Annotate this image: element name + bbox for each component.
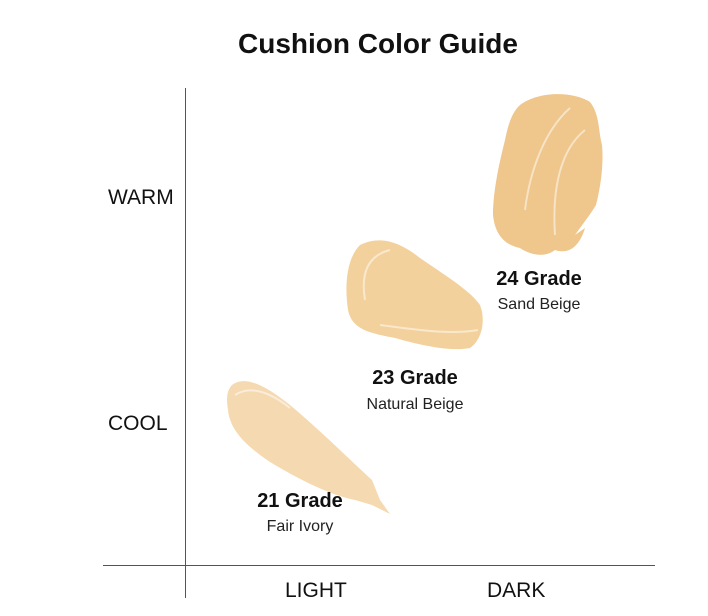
swatch-texture [524, 107, 571, 211]
shade-24-name: Sand Beige [497, 296, 581, 313]
swatch-texture [362, 249, 391, 301]
vertical-axis [185, 88, 186, 598]
swatch-24-sand-beige [493, 94, 603, 255]
grade-23-label: 23 Grade [372, 367, 458, 389]
axis-label-cool: COOL [108, 412, 168, 435]
swatch-texture [379, 324, 479, 334]
axis-label-warm: WARM [108, 186, 174, 209]
shade-23-name: Natural Beige [366, 396, 464, 413]
grade-24-label: 24 Grade [496, 268, 582, 290]
swatch-texture [553, 129, 586, 236]
grade-21-label: 21 Grade [257, 490, 343, 512]
horizontal-axis [103, 565, 655, 566]
axis-label-dark: DARK [487, 579, 546, 602]
axis-label-light: LIGHT [285, 579, 347, 602]
swatch-21-fair-ivory [227, 381, 390, 514]
swatch-23-natural-beige [346, 240, 483, 350]
swatch-texture [234, 389, 291, 409]
page-title: Cushion Color Guide [238, 28, 518, 59]
shade-21-name: Fair Ivory [266, 518, 334, 535]
